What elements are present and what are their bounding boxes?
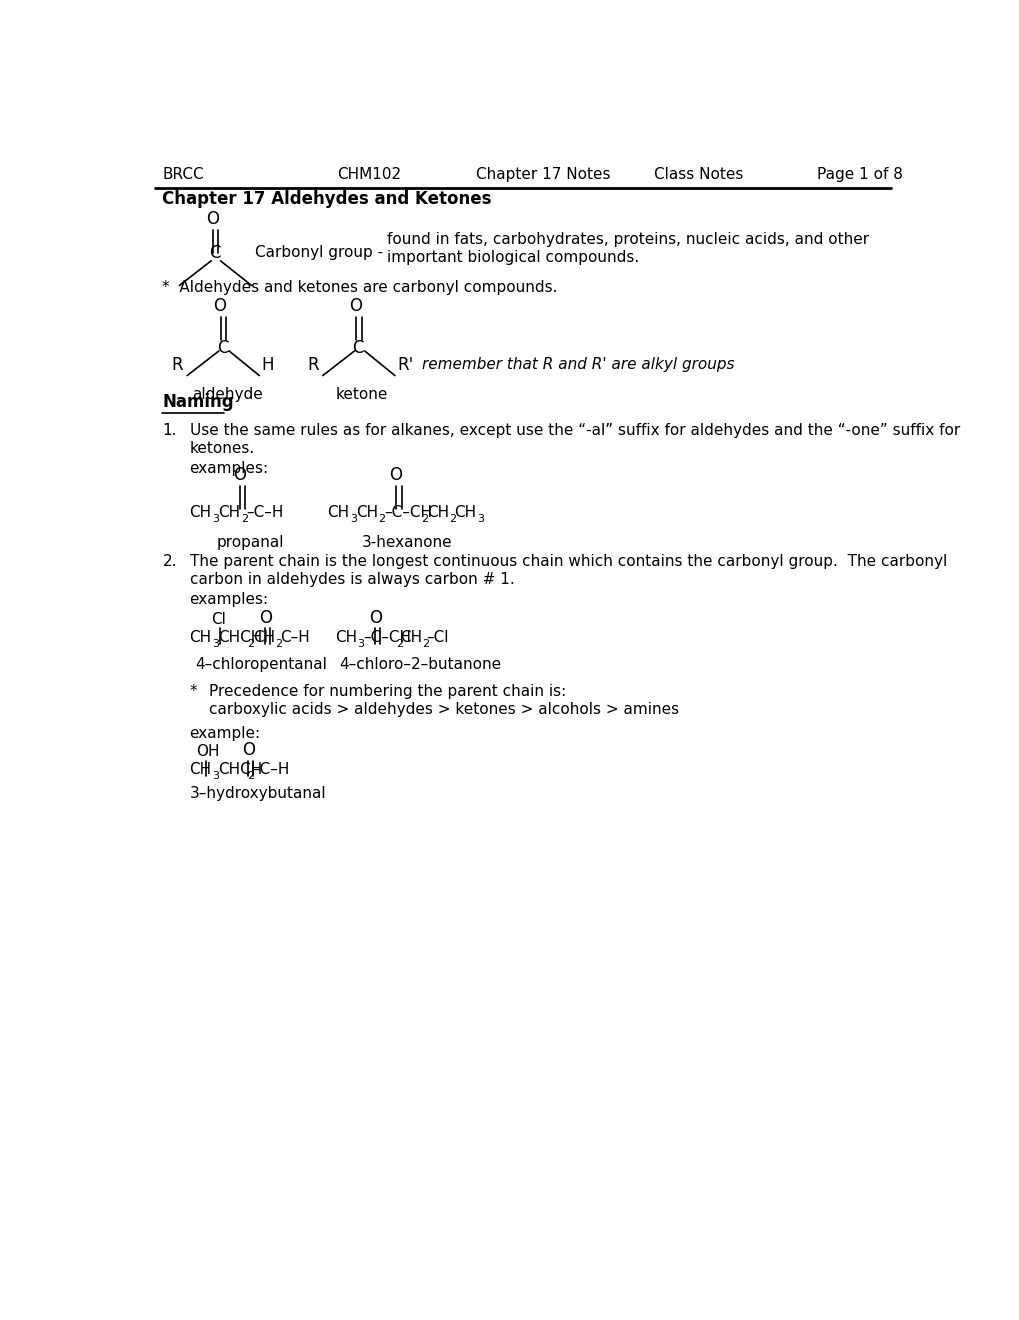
Text: Cl: Cl <box>211 611 226 627</box>
Text: CH: CH <box>454 506 476 520</box>
Text: CH: CH <box>426 506 448 520</box>
Text: 3: 3 <box>350 515 357 524</box>
Text: C: C <box>216 339 228 358</box>
Text: CH: CH <box>190 630 211 645</box>
Text: CH: CH <box>218 506 240 520</box>
Text: R: R <box>171 356 183 374</box>
Text: 3: 3 <box>477 515 484 524</box>
Text: C: C <box>352 339 364 358</box>
Text: propanal: propanal <box>216 535 284 549</box>
Text: Class Notes: Class Notes <box>654 166 743 182</box>
Text: 2: 2 <box>248 771 255 781</box>
Text: CH: CH <box>335 630 357 645</box>
Text: H: H <box>261 356 274 374</box>
Text: examples:: examples: <box>190 593 268 607</box>
Text: –C–CH: –C–CH <box>383 506 432 520</box>
Text: Precedence for numbering the parent chain is:: Precedence for numbering the parent chai… <box>209 684 566 700</box>
Text: ketones.: ketones. <box>190 441 255 455</box>
Text: 2: 2 <box>275 639 282 649</box>
Text: CHCH: CHCH <box>218 630 262 645</box>
Text: C: C <box>209 244 220 263</box>
Text: 3: 3 <box>212 639 219 649</box>
Text: carboxylic acids > aldehydes > ketones > alcohols > amines: carboxylic acids > aldehydes > ketones >… <box>209 702 679 717</box>
Text: *: * <box>190 684 197 700</box>
Text: Chapter 17 Notes: Chapter 17 Notes <box>476 166 610 182</box>
Text: –C–CH: –C–CH <box>363 630 411 645</box>
Text: O: O <box>232 466 246 484</box>
Text: aldehyde: aldehyde <box>192 387 262 401</box>
Text: CH: CH <box>399 630 422 645</box>
Text: examples:: examples: <box>190 462 268 477</box>
Text: O: O <box>389 466 403 484</box>
Text: 4–chloropentanal: 4–chloropentanal <box>196 657 327 672</box>
Text: CHCH: CHCH <box>218 763 262 777</box>
Text: OH: OH <box>196 744 219 759</box>
Text: found in fats, carbohydrates, proteins, nucleic acids, and other: found in fats, carbohydrates, proteins, … <box>387 232 868 247</box>
Text: 4–chloro–2–butanone: 4–chloro–2–butanone <box>338 657 500 672</box>
Text: remember that R and R' are alkyl groups: remember that R and R' are alkyl groups <box>422 358 734 372</box>
Text: Naming: Naming <box>162 393 233 411</box>
Text: O: O <box>206 210 218 228</box>
Text: 2.: 2. <box>162 554 176 569</box>
Text: CH: CH <box>327 506 350 520</box>
Text: –Cl: –Cl <box>426 630 448 645</box>
Text: 2: 2 <box>448 515 455 524</box>
Text: CH: CH <box>253 630 275 645</box>
Text: CH: CH <box>190 506 211 520</box>
Text: Carbonyl group -: Carbonyl group - <box>255 246 383 260</box>
Text: O: O <box>348 297 362 314</box>
Text: 1.: 1. <box>162 422 176 438</box>
Text: –C–H: –C–H <box>252 763 289 777</box>
Text: CH: CH <box>190 763 211 777</box>
Text: Chapter 17 Aldehydes and Ketones: Chapter 17 Aldehydes and Ketones <box>162 190 491 209</box>
Text: C–H: C–H <box>280 630 310 645</box>
Text: 2: 2 <box>248 639 255 649</box>
Text: –C–H: –C–H <box>246 506 283 520</box>
Text: 3: 3 <box>212 771 219 781</box>
Text: *  Aldehydes and ketones are carbonyl compounds.: * Aldehydes and ketones are carbonyl com… <box>162 280 557 296</box>
Text: ketone: ketone <box>335 387 387 401</box>
Text: 3: 3 <box>358 639 365 649</box>
Text: 2: 2 <box>421 515 428 524</box>
Text: 3: 3 <box>212 515 219 524</box>
Text: O: O <box>242 741 255 759</box>
Text: R': R' <box>396 356 413 374</box>
Text: 2: 2 <box>395 639 403 649</box>
Text: example:: example: <box>190 726 261 742</box>
Text: Page 1 of 8: Page 1 of 8 <box>816 166 902 182</box>
Text: Use the same rules as for alkanes, except use the “-al” suffix for aldehydes and: Use the same rules as for alkanes, excep… <box>190 422 959 438</box>
Text: important biological compounds.: important biological compounds. <box>387 249 639 264</box>
Text: The parent chain is the longest continuous chain which contains the carbonyl gro: The parent chain is the longest continuo… <box>190 554 946 569</box>
Text: 2: 2 <box>240 515 248 524</box>
Text: 3-hexanone: 3-hexanone <box>361 535 451 549</box>
Text: O: O <box>213 297 226 314</box>
Text: O: O <box>369 609 382 627</box>
Text: 3–hydroxybutanal: 3–hydroxybutanal <box>190 785 326 800</box>
Text: 2: 2 <box>378 515 385 524</box>
Text: 2: 2 <box>422 639 429 649</box>
Text: R: R <box>307 356 319 374</box>
Text: BRCC: BRCC <box>162 166 204 182</box>
Text: carbon in aldehydes is always carbon # 1.: carbon in aldehydes is always carbon # 1… <box>190 572 514 586</box>
Text: CH: CH <box>356 506 378 520</box>
Text: CHM102: CHM102 <box>336 166 400 182</box>
Text: O: O <box>259 609 272 627</box>
